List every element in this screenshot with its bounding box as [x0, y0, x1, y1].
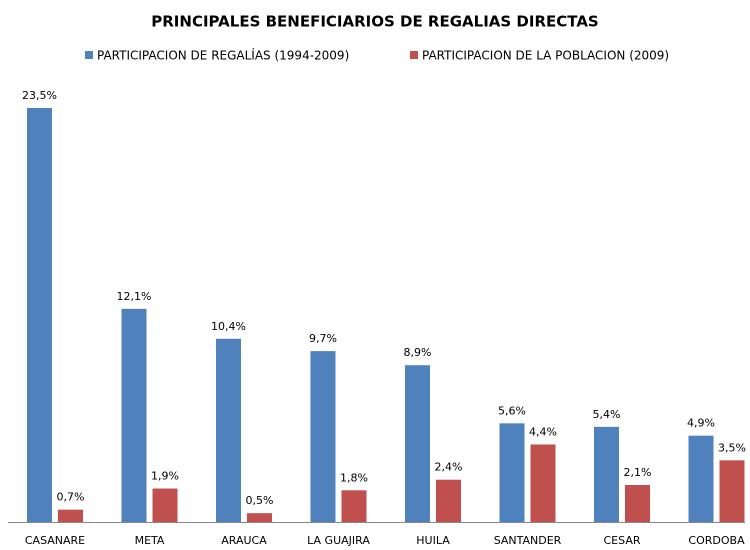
value-label: 3,5% — [718, 441, 746, 454]
value-label: 23,5% — [22, 89, 57, 102]
legend-label: PARTICIPACION DE LA POBLACION (2009) — [422, 49, 669, 63]
x-tick-label: HUILA — [416, 534, 450, 547]
value-label: 2,4% — [435, 461, 463, 474]
x-tick-label: CESAR — [604, 534, 641, 547]
value-label: 8,9% — [404, 346, 432, 359]
value-label: 0,5% — [246, 494, 274, 507]
bar — [499, 423, 525, 522]
value-label: 5,6% — [498, 404, 526, 417]
bar — [530, 444, 556, 522]
bar — [719, 460, 745, 522]
value-label: 0,7% — [57, 491, 85, 504]
bar — [216, 338, 241, 522]
value-label: 10,4% — [211, 320, 246, 333]
legend-swatch — [85, 51, 93, 59]
bar — [405, 365, 430, 522]
value-label: 1,8% — [340, 471, 368, 484]
x-tick-label: SANTANDER — [494, 534, 562, 547]
bar — [247, 513, 272, 522]
value-label: 4,9% — [687, 417, 715, 430]
x-tick-label: CORDOBA — [688, 534, 745, 547]
bar — [625, 485, 650, 522]
bar — [58, 509, 83, 522]
bar — [152, 488, 178, 522]
x-tick-label: META — [135, 534, 165, 547]
value-label: 9,7% — [309, 332, 337, 345]
bar — [341, 490, 367, 522]
value-label: 4,4% — [529, 425, 557, 438]
bar — [688, 435, 714, 522]
x-tick-label: ARAUCA — [221, 534, 267, 547]
bar — [594, 426, 619, 522]
value-label: 2,1% — [624, 466, 652, 479]
value-label: 12,1% — [117, 290, 152, 303]
legend-swatch — [410, 51, 418, 59]
x-tick-label: CASANARE — [25, 534, 85, 547]
bar — [121, 308, 147, 522]
x-tick-label: LA GUAJIRA — [307, 534, 370, 547]
bar — [310, 351, 336, 522]
bar — [27, 108, 52, 522]
value-label: 1,9% — [151, 470, 179, 483]
value-label: 5,4% — [593, 408, 621, 421]
chart-title: PRINCIPALES BENEFICIARIOS DE REGALIAS DI… — [151, 13, 598, 31]
bar — [436, 479, 461, 522]
legend-label: PARTICIPACION DE REGALÍAS (1994-2009) — [97, 48, 349, 63]
